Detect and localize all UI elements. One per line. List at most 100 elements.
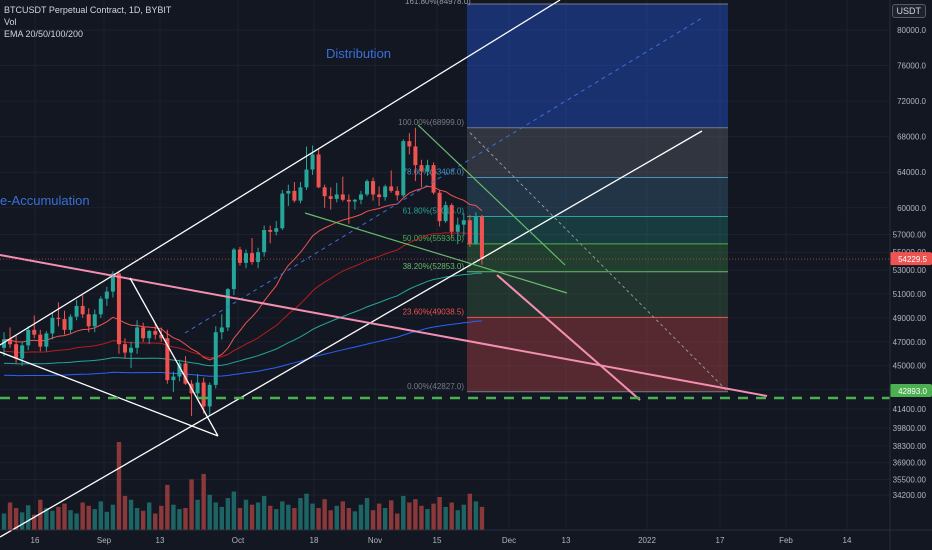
candle-body: [171, 376, 176, 381]
price-axis: 34200.00 35500.00 36900.00 38300.00 39800.00…: [0, 26, 932, 500]
candle-body: [328, 196, 333, 199]
candle-body: [280, 193, 285, 229]
volume-bar: [231, 491, 237, 530]
candle-body: [401, 141, 406, 196]
volume-bar: [261, 495, 267, 530]
volume-bar: [243, 499, 249, 530]
wedge-upper-line: [417, 124, 566, 266]
volume-bar: [461, 504, 466, 530]
candle-body: [346, 199, 351, 202]
volume-bar: [376, 503, 382, 530]
volume-bar: [467, 493, 473, 530]
volume-bar: [479, 506, 485, 530]
candle-body: [44, 333, 49, 347]
candle-body: [165, 338, 170, 381]
current-price-label: 54229.5: [898, 255, 927, 264]
fib-label: 38.20%(52853.0): [403, 262, 465, 271]
current-price-tag: [890, 252, 932, 266]
wedge-line: [129, 277, 219, 437]
candle-body: [455, 224, 460, 232]
time-tick-label: 13: [562, 536, 571, 545]
fib-zone: [467, 271, 728, 318]
candle-body: [225, 289, 230, 328]
volume-bar: [389, 500, 394, 530]
volume-bar: [280, 501, 285, 530]
price-tick-label: 51000.00: [893, 290, 927, 299]
price-tick-label: 47000.00: [893, 338, 927, 347]
candle-body: [377, 194, 382, 198]
candle-body: [68, 316, 73, 330]
volume-bar: [19, 512, 25, 530]
volume-bar: [310, 503, 315, 530]
support-price-tag: [890, 383, 932, 397]
price-tick-label: 34200.00: [893, 491, 927, 500]
volume-bar: [413, 499, 418, 530]
support-price-label: 42893.0: [898, 387, 927, 396]
candle-body: [286, 190, 291, 194]
volume-bar: [68, 510, 73, 530]
volume-bar: [213, 502, 218, 530]
volume-bar: [370, 510, 376, 530]
volume-bar: [286, 504, 291, 530]
time-tick-label: Nov: [368, 536, 382, 545]
candle-body: [14, 344, 19, 359]
candle-body: [310, 154, 315, 170]
candle-body: [26, 329, 31, 346]
candle-body: [383, 186, 388, 198]
candle-body: [449, 205, 454, 232]
volume-indicator-label[interactable]: Vol: [4, 17, 17, 27]
candle-body: [237, 249, 242, 263]
time-tick-label: 13: [156, 536, 165, 545]
volume-bar: [382, 508, 388, 530]
fib-trend-line: [469, 132, 729, 393]
volume-bar: [134, 508, 140, 530]
volume-bar: [50, 510, 55, 530]
price-tick-label: 36900.00: [893, 459, 927, 468]
price-tick-label: 68000.0: [897, 133, 926, 142]
volume-bar: [80, 502, 85, 530]
volume-bar: [159, 505, 164, 530]
price-tick-label: 39800.00: [893, 424, 927, 433]
candle-body: [358, 194, 363, 200]
price-tick-label: 53000.00: [893, 266, 927, 275]
ema-indicator-label[interactable]: EMA 20/50/100/200: [4, 29, 84, 39]
volume-bar: [140, 510, 146, 530]
price-tick-label: 64000.0: [897, 168, 926, 177]
time-tick-label: 17: [716, 536, 725, 545]
candle-body: [334, 194, 339, 199]
volume-bar: [304, 493, 309, 530]
volume-bar: [425, 509, 430, 530]
price-tick-label: 76000.0: [897, 62, 926, 71]
candle-body: [437, 192, 442, 222]
candle-body: [413, 146, 418, 166]
volume-bar: [292, 508, 297, 530]
candle-body: [419, 165, 424, 172]
candle-body: [123, 344, 127, 353]
candle-body: [431, 165, 436, 193]
time-tick-label: Oct: [232, 536, 245, 545]
fib-label: 50.00%(55936.0): [403, 234, 465, 243]
price-tick-label: 72000.0: [897, 97, 926, 106]
projection-line: [496, 274, 641, 401]
volume-bar: [334, 505, 339, 530]
volume-bar: [122, 495, 128, 530]
wedge-line: [0, 351, 219, 437]
time-tick-label: 14: [843, 536, 852, 545]
time-tick-label: 18: [310, 536, 319, 545]
currency-button[interactable]: USDT: [891, 4, 926, 18]
time-tick-label: Dec: [502, 536, 516, 545]
candle-body: [86, 314, 91, 327]
ema-line: [3, 185, 483, 361]
volume-bar: [110, 504, 116, 530]
volume-bar: [38, 499, 43, 530]
volume-bar: [7, 502, 13, 530]
volume-bar: [153, 513, 158, 530]
fib-label: 0.00%(42827.0): [407, 382, 464, 391]
volume-bar: [201, 473, 206, 530]
candle-body: [153, 331, 158, 335]
price-tick-label: 45000.00: [893, 362, 927, 371]
volume-bar: [74, 513, 79, 530]
symbol-label[interactable]: BTCUSDT Perpetual Contract, 1D, BYBIT: [4, 5, 172, 15]
